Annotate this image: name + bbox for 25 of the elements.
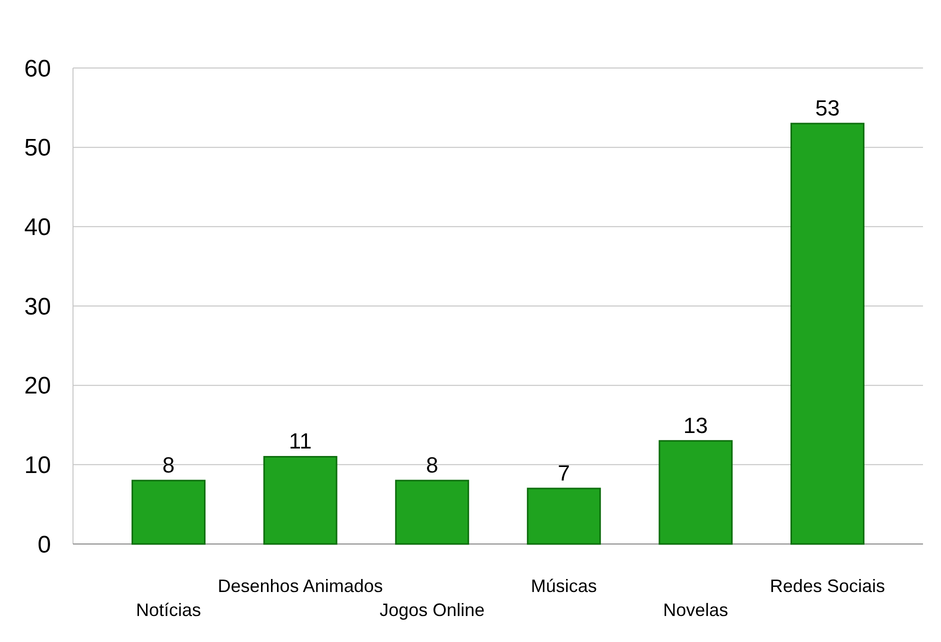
y-tick-label: 10 [24, 452, 51, 480]
x-tick-label: Redes Sociais [770, 576, 885, 596]
data-label: 53 [815, 96, 840, 121]
bar [526, 488, 601, 545]
y-tick-label: 60 [24, 55, 51, 82]
x-tick-label: Notícias [136, 600, 202, 620]
x-tick-label: Jogos Online [380, 600, 485, 620]
x-tick-label: Músicas [530, 576, 597, 596]
data-label: 8 [162, 452, 175, 478]
data-label: 13 [683, 412, 708, 438]
data-label: 11 [288, 428, 312, 454]
y-tick-label: 40 [24, 214, 51, 242]
bar [132, 480, 206, 545]
y-tick-label: 20 [24, 372, 51, 400]
x-tick-label: Desenhos Animados [218, 576, 383, 596]
data-label: 7 [558, 460, 570, 486]
bar [658, 440, 733, 545]
x-tick-label: Novelas [663, 600, 728, 620]
bar [395, 480, 470, 545]
bar [263, 456, 338, 545]
y-tick-label: 30 [24, 293, 51, 320]
bar [790, 122, 864, 545]
y-tick-label: 0 [38, 531, 51, 558]
data-label: 8 [426, 452, 438, 478]
y-tick-label: 50 [24, 134, 51, 162]
